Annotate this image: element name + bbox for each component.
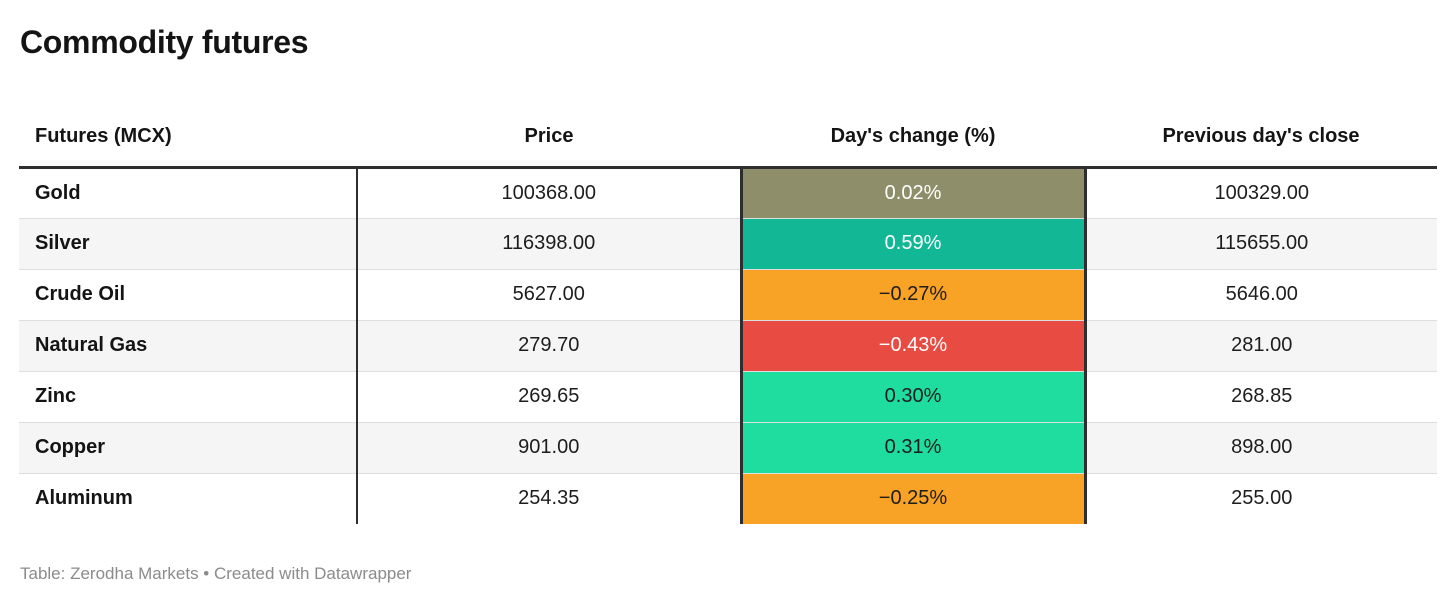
table-row-gold: Gold 100368.00 0.02% 100329.00 [19, 167, 1437, 218]
futures-name-cell: Silver [19, 217, 358, 269]
commodity-futures-table: Futures (MCX) Price Day's change (%) Pre… [19, 107, 1437, 524]
attribution-footer: Table: Zerodha Markets • Created with Da… [20, 564, 412, 583]
price-cell: 901.00 [357, 421, 741, 473]
day-change-cell: −0.27% [739, 268, 1087, 320]
futures-name-cell: Natural Gas [19, 319, 358, 371]
column-header-change: Day's change (%) [741, 107, 1085, 169]
header-row: Futures (MCX) Price Day's change (%) Pre… [19, 107, 1437, 169]
futures-name-cell: Zinc [19, 370, 358, 422]
table-row-copper: Copper 901.00 0.31% 898.00 [19, 421, 1437, 473]
futures-name-cell: Crude Oil [19, 268, 358, 320]
day-change-cell: 0.31% [739, 421, 1087, 473]
prev-close-cell: 5646.00 [1085, 268, 1437, 320]
column-header-prev-close: Previous day's close [1085, 107, 1437, 169]
futures-name-cell: Gold [19, 167, 358, 218]
price-cell: 279.70 [357, 319, 741, 371]
prev-close-cell: 898.00 [1085, 421, 1437, 473]
prev-close-cell: 100329.00 [1085, 167, 1437, 218]
table-body: Gold 100368.00 0.02% 100329.00 Silver 11… [19, 167, 1437, 524]
day-change-cell: −0.43% [739, 319, 1087, 371]
price-cell: 254.35 [357, 472, 741, 524]
table-row-zinc: Zinc 269.65 0.30% 268.85 [19, 370, 1437, 422]
table-row-natural-gas: Natural Gas 279.70 −0.43% 281.00 [19, 319, 1437, 371]
column-header-futures: Futures (MCX) [19, 107, 357, 169]
day-change-cell: −0.25% [739, 472, 1087, 524]
day-change-cell: 0.30% [739, 370, 1087, 422]
page: Commodity futures Futures (MCX) Price Da… [19, 24, 1437, 583]
price-cell: 5627.00 [357, 268, 741, 320]
futures-name-cell: Aluminum [19, 472, 358, 524]
futures-name-cell: Copper [19, 421, 358, 473]
column-header-price: Price [357, 107, 741, 169]
day-change-cell: 0.59% [739, 217, 1087, 269]
prev-close-cell: 115655.00 [1085, 217, 1437, 269]
table-header: Futures (MCX) Price Day's change (%) Pre… [19, 107, 1437, 169]
page-title: Commodity futures [20, 24, 309, 60]
table-row-silver: Silver 116398.00 0.59% 115655.00 [19, 217, 1437, 269]
price-cell: 116398.00 [357, 217, 741, 269]
prev-close-cell: 281.00 [1085, 319, 1437, 371]
prev-close-cell: 255.00 [1085, 472, 1437, 524]
table-row-aluminum: Aluminum 254.35 −0.25% 255.00 [19, 472, 1437, 524]
table-row-crude-oil: Crude Oil 5627.00 −0.27% 5646.00 [19, 268, 1437, 320]
prev-close-cell: 268.85 [1085, 370, 1437, 422]
price-cell: 100368.00 [357, 167, 741, 218]
price-cell: 269.65 [357, 370, 741, 422]
day-change-cell: 0.02% [739, 167, 1087, 218]
